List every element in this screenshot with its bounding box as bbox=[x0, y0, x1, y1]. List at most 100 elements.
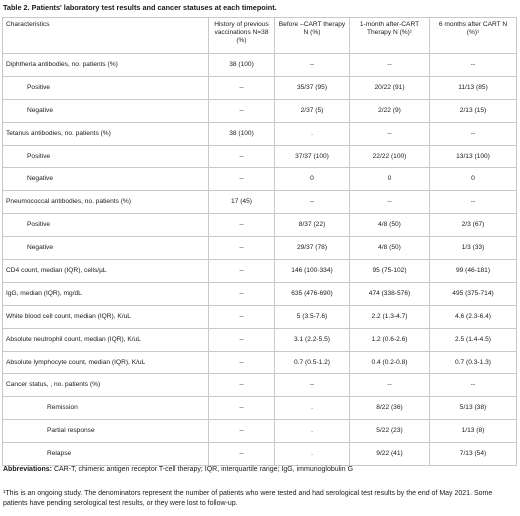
table-row: Negative -- 29/37 (78) 4/8 (50) 1/3 (33) bbox=[2, 236, 517, 261]
row-cell: -- bbox=[349, 373, 430, 398]
row-label: Positive bbox=[2, 213, 209, 238]
row-cell: -- bbox=[429, 53, 517, 77]
header-cell: Before –CART therapy N (%) bbox=[274, 17, 350, 54]
row-cell: -- bbox=[208, 419, 275, 444]
row-cell: 22/22 (100) bbox=[349, 144, 430, 169]
header-row: Characteristics History of previous vacc… bbox=[2, 17, 517, 54]
table-row: Remission --. 8/22 (36) 5/13 (38) bbox=[2, 396, 517, 421]
footnote: ¹This is an ongoing study. The denominat… bbox=[3, 490, 493, 507]
row-cell: 495 (375-714) bbox=[429, 281, 517, 306]
row-cell: -- bbox=[274, 190, 350, 215]
row-cell: . bbox=[274, 121, 350, 146]
row-cell: -- bbox=[208, 167, 275, 192]
row-label: Pneumococcal antibodies, no. patients (%… bbox=[2, 190, 209, 215]
row-cell: -- bbox=[208, 98, 275, 123]
row-cell: -- bbox=[274, 373, 350, 398]
row-cell: 2.2 (1.3-4.7) bbox=[349, 304, 430, 329]
row-label: Positive bbox=[2, 75, 209, 100]
row-cell: 635 (476-690) bbox=[274, 281, 350, 306]
row-cell: 9/22 (41) bbox=[349, 442, 430, 467]
row-cell: -- bbox=[208, 396, 275, 421]
table-row: Pneumococcal antibodies, no. patients (%… bbox=[2, 190, 517, 215]
row-cell: . bbox=[274, 442, 350, 467]
row-cell: 1.2 (0.6-2.6) bbox=[349, 327, 430, 352]
row-cell: 5 (3.5-7.6) bbox=[274, 304, 350, 329]
row-cell: 0 bbox=[429, 167, 517, 192]
table-row: White blood cell count, median (IQR), K/… bbox=[2, 304, 517, 329]
row-cell: -- bbox=[208, 213, 275, 238]
table-row: Positive -- 8/37 (22) 4/8 (50) 2/3 (67) bbox=[2, 213, 517, 238]
abbreviations-text: CAR-T, chimeric antigen receptor T-cell … bbox=[52, 466, 354, 473]
row-cell: 2/37 (5) bbox=[274, 98, 350, 123]
row-cell: 7/13 (54) bbox=[429, 442, 517, 467]
row-cell: 20/22 (91) bbox=[349, 75, 430, 100]
row-cell: 146 (100-334) bbox=[274, 259, 350, 283]
row-cell: . bbox=[274, 419, 350, 444]
row-cell: 0 bbox=[349, 167, 430, 192]
row-label: Absolute lymphocyte count, median (IQR),… bbox=[2, 350, 209, 375]
row-cell: 2/22 (9) bbox=[349, 98, 430, 123]
row-label: CD4 count, median (IQR), cells/µL bbox=[2, 259, 209, 283]
row-cell: 37/37 (100) bbox=[274, 144, 350, 169]
row-label: Diphtheria antibodies, no. patients (%) bbox=[2, 53, 209, 77]
row-cell: -- bbox=[208, 281, 275, 306]
row-cell: 4/8 (50) bbox=[349, 236, 430, 261]
row-cell: -- bbox=[429, 190, 517, 215]
row-cell: 29/37 (78) bbox=[274, 236, 350, 261]
row-cell: -- bbox=[208, 144, 275, 169]
row-cell: -- bbox=[349, 53, 430, 77]
row-cell: -- bbox=[349, 190, 430, 215]
table-row: CD4 count, median (IQR), cells/µL -- 146 (… bbox=[2, 259, 517, 283]
row-cell: -- bbox=[208, 327, 275, 352]
row-cell: 0.7 (0.3-1.3) bbox=[429, 350, 517, 375]
row-label: Partial response bbox=[2, 419, 209, 444]
row-label: Negative bbox=[2, 167, 209, 192]
header-cell: Characteristics bbox=[2, 17, 209, 54]
row-cell: 8/22 (36) bbox=[349, 396, 430, 421]
row-cell: 35/37 (95) bbox=[274, 75, 350, 100]
table-row: Diphtheria antibodies, no. patients (%) 3… bbox=[2, 53, 517, 77]
row-cell: 8/37 (22) bbox=[274, 213, 350, 238]
row-cell: -- bbox=[208, 373, 275, 398]
row-label: White blood cell count, median (IQR), K/… bbox=[2, 304, 209, 329]
row-cell: 1/13 (8) bbox=[429, 419, 517, 444]
row-cell: 13/13 (100) bbox=[429, 144, 517, 169]
row-label: Remission bbox=[2, 396, 209, 421]
row-cell: -- bbox=[429, 121, 517, 146]
row-cell: . bbox=[274, 396, 350, 421]
row-cell: 2/13 (15) bbox=[429, 98, 517, 123]
table-row: Absolute lymphocyte count, median (IQR),… bbox=[2, 350, 517, 375]
row-cell: -- bbox=[429, 373, 517, 398]
row-cell: 38 (100) bbox=[208, 53, 275, 77]
row-cell: 1/3 (33) bbox=[429, 236, 517, 261]
table-row: Cancer status, , no. patients (%) -- -- -- -… bbox=[2, 373, 517, 398]
row-label: Relapse bbox=[2, 442, 209, 467]
header-cell: 6 months after CART N (%)¹ bbox=[429, 17, 517, 54]
row-cell: 0.4 (0.2-0.8) bbox=[349, 350, 430, 375]
abbreviations-note: Abbreviations: CAR-T, chimeric antigen r… bbox=[3, 466, 353, 473]
table-row: Negative -- 0 0 0 bbox=[2, 167, 517, 192]
row-cell: -- bbox=[208, 236, 275, 261]
results-table: Characteristics History of previous vacc… bbox=[2, 17, 517, 467]
table-row: Partial response --. 5/22 (23) 1/13 (8) bbox=[2, 419, 517, 444]
row-cell: 11/13 (85) bbox=[429, 75, 517, 100]
row-label: Positive bbox=[2, 144, 209, 169]
row-cell: -- bbox=[208, 259, 275, 283]
row-cell: 17 (45) bbox=[208, 190, 275, 215]
row-cell: -- bbox=[208, 75, 275, 100]
row-cell: 0 bbox=[274, 167, 350, 192]
row-cell: 95 (75-102) bbox=[349, 259, 430, 283]
row-cell: 3.1 (2.2-5.5) bbox=[274, 327, 350, 352]
table-row: Tetanus antibodies, no. patients (%) 38 (… bbox=[2, 121, 517, 146]
table-row: Positive -- 37/37 (100) 22/22 (100) 13/13 (1… bbox=[2, 144, 517, 169]
row-cell: 5/13 (38) bbox=[429, 396, 517, 421]
row-cell: 0.7 (0.5-1.2) bbox=[274, 350, 350, 375]
row-cell: 5/22 (23) bbox=[349, 419, 430, 444]
row-cell: 2.5 (1.4-4.5) bbox=[429, 327, 517, 352]
row-cell: 474 (338-576) bbox=[349, 281, 430, 306]
abbreviations-label: Abbreviations: bbox=[3, 466, 53, 473]
row-cell: -- bbox=[349, 121, 430, 146]
row-label: Tetanus antibodies, no. patients (%) bbox=[2, 121, 209, 146]
row-cell: -- bbox=[208, 442, 275, 467]
